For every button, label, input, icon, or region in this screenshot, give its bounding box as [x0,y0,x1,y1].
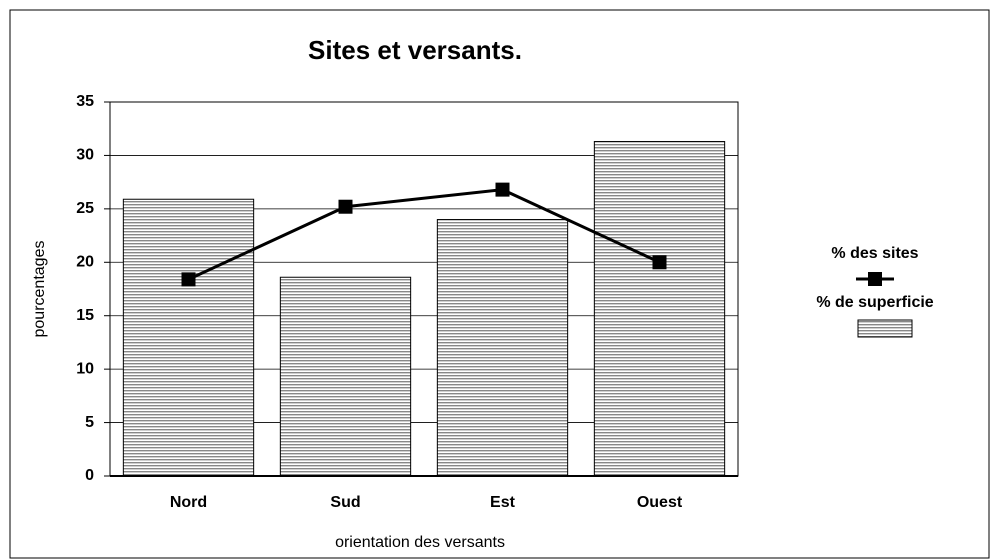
marker [652,255,667,270]
legend-label: % des sites [831,245,918,262]
y-tick-label: 10 [76,360,94,377]
bar [593,141,726,477]
x-tick-label: Sud [330,494,360,511]
x-axis-title: orientation des versants [335,534,505,551]
legend-label: % de superficie [816,294,933,311]
bar [436,219,569,477]
y-tick-label: 30 [76,147,94,164]
y-tick-label: 35 [76,93,94,110]
legend-marker [868,272,882,286]
x-tick-label: Ouest [637,494,683,511]
chart-title: Sites et versants. [308,35,522,65]
y-tick-label: 5 [85,414,94,431]
marker [181,272,196,287]
y-tick-label: 0 [85,467,94,484]
line [187,188,661,281]
bar [279,276,412,477]
marker [495,182,510,197]
y-axis-title: pourcentages [31,241,48,338]
y-tick-label: 20 [76,254,94,271]
x-tick-label: Est [490,494,516,511]
legend-swatch [857,319,913,338]
y-tick-label: 25 [76,200,94,217]
bar [122,198,255,477]
y-tick-label: 15 [76,307,94,324]
x-tick-label: Nord [170,494,207,511]
marker [338,199,353,214]
